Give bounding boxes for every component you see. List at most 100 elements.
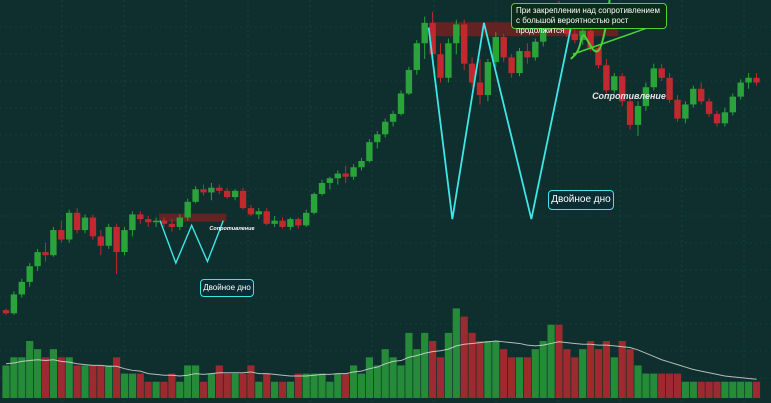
volume-bar (65, 357, 73, 398)
volume-bar (429, 341, 437, 398)
candle-body (698, 88, 705, 102)
candle-body (89, 217, 97, 237)
candle-body (524, 51, 531, 58)
candle-body (295, 219, 302, 226)
candle-body (303, 212, 310, 226)
double-bottom-label-small: Двойное дно (200, 279, 254, 297)
volume-bar (618, 341, 626, 398)
volume-bar (713, 381, 721, 398)
candle-body (619, 76, 626, 102)
candle-body (66, 212, 73, 240)
candle-body (176, 217, 183, 227)
volume-bar (745, 381, 753, 398)
volume-bar (571, 357, 579, 398)
candle-body (334, 173, 341, 179)
candle-body (310, 193, 318, 213)
candle-body (500, 36, 507, 58)
volume-bar (752, 381, 761, 398)
volume-ma-line (5, 340, 757, 380)
volume-bar (286, 381, 294, 398)
volume-bar (310, 373, 318, 398)
candle-body (192, 189, 199, 202)
candle-body (650, 68, 657, 88)
volume-bar (192, 365, 200, 398)
volume-bar (697, 381, 705, 398)
volume-bar (587, 341, 595, 398)
candle-body (389, 113, 397, 122)
candle-body (208, 187, 215, 193)
volume-bar (176, 381, 184, 398)
volume-bar (658, 373, 666, 398)
volume-bar (563, 349, 571, 398)
volume-bar (413, 349, 421, 398)
volume-bar (452, 308, 460, 398)
candle-body (745, 77, 752, 83)
candle-body (713, 113, 721, 124)
volume-bar (223, 373, 231, 398)
candle-body (263, 211, 270, 224)
volume-bar (207, 373, 215, 398)
volume-bar (342, 373, 350, 398)
candle-body (160, 220, 168, 224)
volume-bar (294, 373, 302, 398)
volume-bar (650, 373, 658, 398)
volume-bar (357, 373, 366, 398)
candle-body (152, 220, 160, 223)
candle-body (113, 226, 120, 253)
candle-body (58, 230, 65, 240)
volume-bar (18, 357, 26, 398)
volume-bar (334, 373, 342, 398)
candle-body (168, 223, 176, 227)
candle-body (674, 99, 681, 119)
candle-body (26, 266, 33, 282)
candle-body (642, 87, 650, 107)
volume-bar (144, 381, 152, 398)
volume-bar (365, 357, 373, 398)
volume-bar (539, 341, 547, 398)
candle-body (2, 310, 10, 314)
candle-body (658, 68, 665, 78)
volume-bar (515, 357, 524, 398)
volume-bar (97, 365, 105, 398)
volume-bar (737, 381, 745, 398)
candle-body (97, 236, 104, 246)
candle-body (413, 43, 420, 70)
volume-bar (120, 373, 129, 398)
volume-bar (729, 381, 737, 398)
candle-body (468, 63, 476, 83)
candle-body (318, 182, 326, 194)
volume-bar (89, 365, 97, 398)
candle-body (634, 106, 642, 125)
candle-body (81, 217, 89, 231)
candle-body (421, 22, 428, 44)
candle-body (18, 281, 25, 295)
candle-body (461, 24, 468, 64)
double-bottom-label: Двойное дно (548, 190, 614, 210)
candle-body (145, 219, 152, 223)
volume-bar (73, 365, 81, 398)
volume-bar (215, 365, 223, 398)
volume-bar (302, 373, 310, 398)
candle-body (279, 220, 286, 227)
volume-bar (34, 349, 42, 398)
volume-bar (681, 381, 689, 398)
volume-bar (381, 349, 389, 398)
volume-bar (373, 365, 381, 398)
volume-bar (484, 341, 492, 398)
candle-body (611, 76, 618, 91)
candle-body (137, 214, 144, 220)
candle-body (366, 142, 373, 161)
candle-body (10, 294, 18, 314)
volume-bar (184, 365, 192, 398)
candle-body (484, 62, 492, 96)
volume-bar (326, 381, 334, 398)
volume-bar (271, 381, 279, 398)
volume-bar (152, 381, 160, 398)
volume-bar (602, 341, 610, 398)
candle-body (326, 178, 334, 183)
candle-body (753, 77, 760, 83)
volume-bar (405, 332, 413, 398)
candle-body (271, 220, 278, 224)
volume-bar (436, 357, 445, 398)
candle-body (121, 230, 128, 253)
